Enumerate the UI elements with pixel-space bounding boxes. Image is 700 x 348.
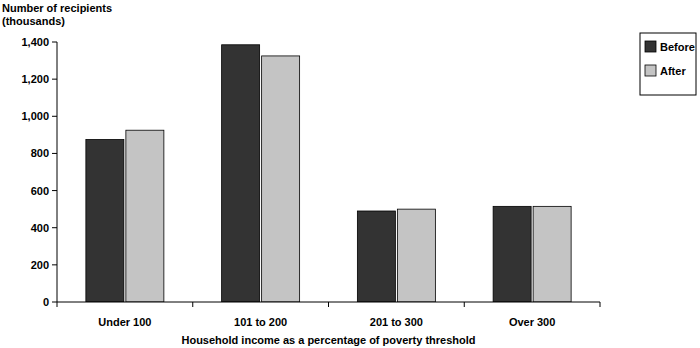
bars: [86, 45, 571, 302]
y-tick-label: 1,400: [21, 36, 49, 48]
legend-swatch: [645, 65, 656, 76]
y-tick-label: 400: [31, 222, 49, 234]
y-axis-label: Number of recipients (thousands): [2, 2, 115, 27]
y-tick: [52, 79, 57, 80]
bar: [222, 45, 260, 302]
x-tick-label: 101 to 200: [234, 316, 287, 328]
legend-label: Before: [660, 41, 695, 53]
y-tick-label: 200: [31, 259, 49, 271]
y-axis: [57, 42, 58, 302]
y-tick: [52, 116, 57, 117]
x-tick: [57, 302, 58, 307]
x-tick: [328, 302, 329, 307]
y-tick-label: 1,000: [21, 110, 49, 122]
chart: 0 200 400 600 800 1,000 1,200 1,400 Under 100 101…: [0, 0, 700, 348]
y-axis-label-line: Number of recipients: [2, 2, 115, 14]
y-tick: [52, 42, 57, 43]
x-tick-label: Under 100: [98, 316, 151, 328]
y-axis-label-line: (thousands): [2, 15, 65, 27]
bar: [533, 206, 571, 302]
bar: [357, 211, 395, 302]
x-tick: [192, 302, 193, 307]
legend-swatch: [645, 41, 656, 52]
x-tick: [464, 302, 465, 307]
legend-label: After: [660, 65, 686, 77]
y-tick-label: 600: [31, 185, 49, 197]
bar: [493, 206, 531, 302]
bar: [86, 140, 124, 303]
y-tick-label: 0: [43, 296, 49, 308]
y-tick: [52, 302, 57, 303]
y-tick: [52, 264, 57, 265]
legend-box: [640, 33, 696, 95]
x-tick-label: Over 300: [509, 316, 555, 328]
bar: [126, 130, 164, 302]
x-axis-label: Household income as a percentage of pove…: [181, 334, 475, 346]
bar: [397, 209, 435, 302]
y-tick: [52, 190, 57, 191]
y-tick: [52, 227, 57, 228]
x-tick: [600, 302, 601, 307]
y-tick-label: 1,200: [21, 73, 49, 85]
y-tick: [52, 153, 57, 154]
y-tick-label: 800: [31, 147, 49, 159]
bar: [262, 56, 300, 302]
x-tick-label: 201 to 300: [370, 316, 423, 328]
